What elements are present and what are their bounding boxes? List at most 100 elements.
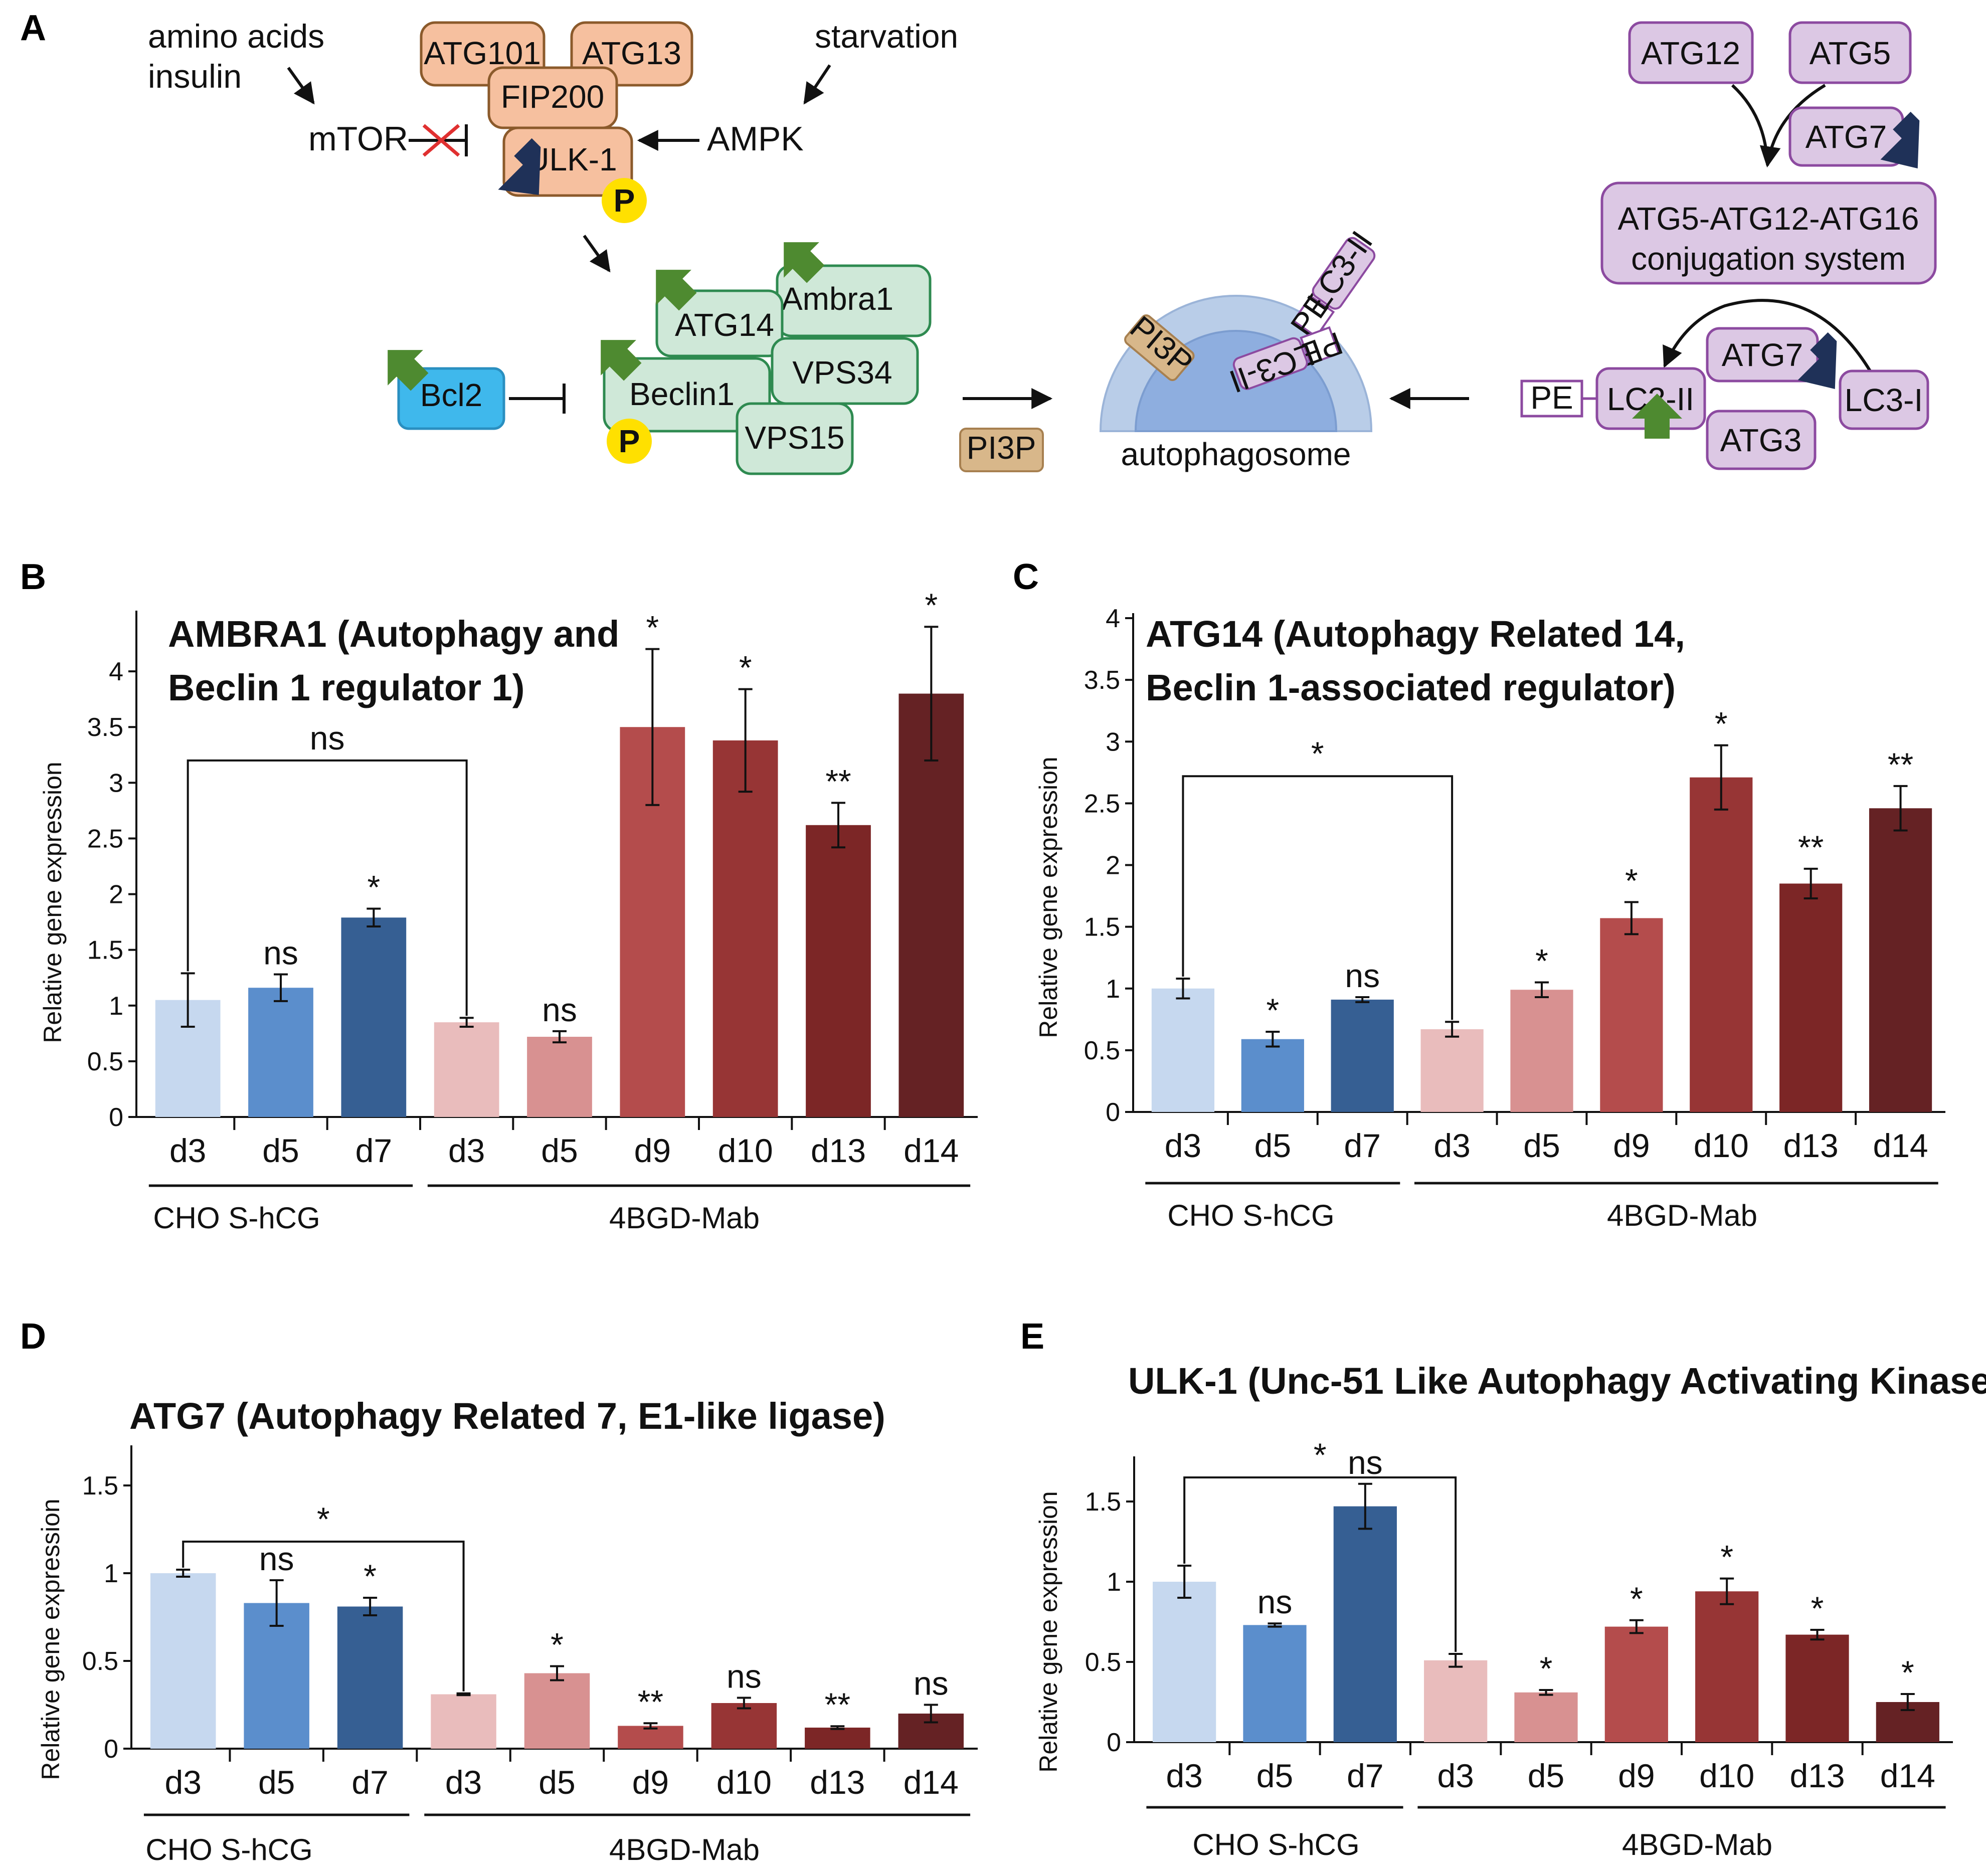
label-ulk1: ULK-1 xyxy=(526,141,617,177)
box-atg5 xyxy=(1788,21,1912,84)
bar xyxy=(805,1728,870,1749)
panel-label-e: E xyxy=(1020,1317,1044,1357)
significance-label: ns xyxy=(1345,957,1380,994)
significance-label: ns xyxy=(542,991,577,1028)
group-label-cho: CHO S-hCG xyxy=(1192,1828,1359,1861)
box-pi3p xyxy=(959,428,1044,472)
label-ambra1: Ambra1 xyxy=(781,281,893,317)
significance-label: * xyxy=(1715,705,1728,742)
x-tick-label: d5 xyxy=(1256,1757,1293,1794)
comparison-bracket xyxy=(1182,775,1454,1020)
x-tick-label: d9 xyxy=(634,1132,671,1169)
significance-label: * xyxy=(1266,992,1279,1029)
panel-label-a: A xyxy=(20,8,46,48)
x-tick-label: d10 xyxy=(718,1132,773,1169)
label-pe: PE xyxy=(1530,380,1573,416)
bar xyxy=(524,1673,590,1749)
chart-title-line2: Beclin 1-associated regulator) xyxy=(1146,667,1676,708)
label-autophagosome: autophagosome xyxy=(1121,436,1351,472)
bar xyxy=(1785,1634,1849,1742)
y-tick-label: 1.5 xyxy=(82,1471,118,1500)
y-tick-label: 1 xyxy=(109,992,123,1021)
y-tick-label: 0 xyxy=(1106,1098,1120,1127)
x-tick-label: d7 xyxy=(351,1764,388,1801)
significance-label: * xyxy=(1630,1580,1643,1617)
chart-title-line1: ULK-1 (Unc-51 Like Autophagy Activating … xyxy=(1128,1360,1986,1402)
label-phospho-beclin1: P xyxy=(619,423,640,459)
bar xyxy=(527,1037,592,1117)
significance-label: ns xyxy=(263,934,298,972)
significance-label: ns xyxy=(1257,1583,1293,1620)
x-tick-label: d5 xyxy=(262,1132,299,1169)
significance-label: * xyxy=(925,587,938,624)
x-tick-label: d3 xyxy=(445,1764,482,1801)
x-tick-label: d5 xyxy=(1254,1127,1291,1164)
tag-pi3p xyxy=(1124,314,1195,382)
x-tick-label: d10 xyxy=(1694,1127,1749,1164)
bar xyxy=(712,740,778,1117)
y-tick-label: 2 xyxy=(1106,851,1120,880)
y-tick-label: 4 xyxy=(1106,604,1120,633)
y-axis-label: Relative gene expression xyxy=(1034,757,1062,1038)
input-starvation: starvation xyxy=(815,18,958,55)
bar xyxy=(248,988,313,1117)
bar xyxy=(1420,1029,1484,1112)
y-tick-label: 3 xyxy=(109,769,123,798)
x-tick-label: d14 xyxy=(1880,1757,1935,1794)
x-tick-label: d5 xyxy=(1528,1757,1564,1794)
bar xyxy=(806,825,871,1117)
group-label-cho: CHO S-hCG xyxy=(1167,1199,1334,1232)
bar xyxy=(1690,777,1753,1112)
bar xyxy=(1695,1591,1759,1742)
label-fip200: FIP200 xyxy=(501,79,604,115)
group-label-cho: CHO S-hCG xyxy=(153,1201,320,1235)
y-tick-label: 1 xyxy=(1107,1568,1121,1597)
bar xyxy=(618,1726,683,1749)
panel-label-d: D xyxy=(20,1317,46,1357)
panel-c-chart: C ATG14 (Autophagy Related 14, Beclin 1-… xyxy=(1013,557,1945,1232)
chart-title-line1: AMBRA1 (Autophagy and xyxy=(168,613,619,655)
input-amino-acids: amino acids xyxy=(148,18,324,55)
bar xyxy=(431,1694,496,1749)
conj-arrow-left xyxy=(1731,84,1769,163)
x-tick-label: d3 xyxy=(448,1132,485,1169)
bracket-label: ns xyxy=(310,719,345,757)
phospho-icon-ulk1 xyxy=(602,178,647,223)
y-tick-label: 1.5 xyxy=(87,936,123,965)
box-atg12 xyxy=(1628,21,1754,84)
starvation-arrow xyxy=(803,64,831,105)
tag-lc3ii-inner xyxy=(1232,337,1308,390)
x-tick-label: d10 xyxy=(1699,1757,1754,1794)
conj-arrow-right xyxy=(1759,84,1826,168)
bar xyxy=(244,1603,309,1749)
x-tick-label: d9 xyxy=(1613,1127,1650,1164)
significance-label: * xyxy=(1811,1590,1824,1627)
y-axis-label: Relative gene expression xyxy=(39,762,67,1043)
y-tick-label: 0 xyxy=(109,1103,123,1132)
bar xyxy=(1333,1506,1397,1742)
significance-label: ** xyxy=(638,1683,663,1720)
x-tick-label: d3 xyxy=(165,1764,202,1801)
x-tick-label: d14 xyxy=(904,1764,959,1801)
comparison-bracket xyxy=(1183,1476,1457,1652)
up-arrow-icon-ambra1 xyxy=(784,242,825,283)
label-vps15: VPS15 xyxy=(745,420,844,456)
label-atg13: ATG13 xyxy=(582,35,681,71)
label-atg7-top: ATG7 xyxy=(1806,119,1887,155)
bar xyxy=(898,693,964,1117)
significance-label: * xyxy=(364,1558,377,1595)
tag-pe-top xyxy=(1292,295,1335,338)
bar xyxy=(711,1703,777,1749)
up-arrow-icon-beclin1 xyxy=(601,340,642,381)
significance-label: ns xyxy=(259,1540,294,1577)
x-tick-label: d13 xyxy=(811,1132,866,1169)
y-tick-label: 4 xyxy=(109,657,123,686)
label-beclin1: Beclin1 xyxy=(629,376,735,412)
tag-pe-inner xyxy=(1300,326,1340,365)
panel-d-chart: D ATG7 (Autophagy Related 7, E1-like lig… xyxy=(20,1317,978,1866)
bar xyxy=(1424,1660,1488,1742)
x-tick-label: d7 xyxy=(1344,1127,1381,1164)
x-tick-label: d13 xyxy=(1783,1127,1839,1164)
bar xyxy=(434,1022,499,1117)
label-atg12: ATG12 xyxy=(1641,35,1740,71)
